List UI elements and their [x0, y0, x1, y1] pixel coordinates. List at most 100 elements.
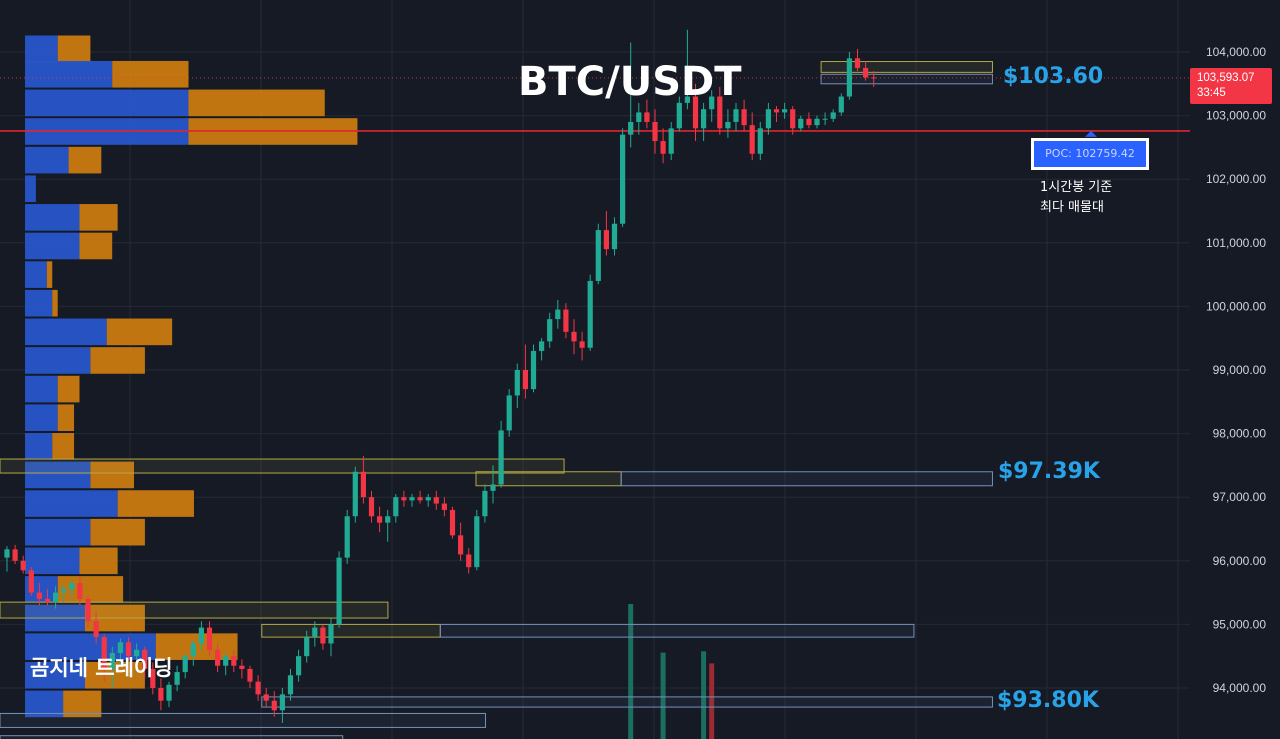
candle-body	[652, 121, 658, 142]
support-zone	[620, 471, 993, 487]
poc-annotation: 1시간봉 기준 최다 매물대	[1040, 178, 1150, 218]
candle-body	[636, 112, 642, 122]
candle-body	[417, 497, 423, 501]
volume-profile-sell	[52, 289, 58, 317]
volume-bar	[660, 652, 666, 739]
candle-body	[247, 668, 253, 682]
level-label-97-39k: $97.39K	[998, 459, 1100, 485]
volume-profile-sell	[112, 60, 189, 88]
candle-body	[182, 656, 188, 673]
candle-body	[441, 503, 447, 510]
candle-body	[409, 497, 415, 501]
poc-pointer-icon	[1085, 130, 1097, 137]
candle-body	[328, 624, 334, 644]
candle-countdown: 33:45	[1197, 87, 1226, 99]
candle-body	[571, 331, 577, 342]
candle-body	[150, 668, 156, 688]
candle-body	[304, 637, 310, 657]
candle-body	[206, 627, 213, 650]
support-zone	[820, 73, 993, 85]
resistance-zone	[261, 623, 441, 638]
candle-body	[830, 112, 836, 119]
candle-body	[425, 497, 431, 501]
candle-body	[668, 128, 674, 154]
y-tick-label: 103,000.00	[1206, 109, 1266, 123]
volume-profile-sell	[79, 204, 118, 231]
volume-profile-buy	[25, 204, 80, 231]
candle-body	[498, 430, 504, 485]
candle-body	[36, 592, 42, 599]
candle-body	[749, 125, 755, 154]
candle-body	[579, 341, 585, 348]
candle-body	[223, 656, 229, 666]
candle-body	[28, 570, 34, 593]
volume-profile-sell	[46, 261, 53, 288]
candle-body	[854, 58, 861, 68]
candle-body	[611, 223, 618, 250]
volume-bar	[628, 604, 634, 739]
resistance-zone	[0, 458, 565, 474]
volume-profile-buy	[25, 60, 113, 88]
y-tick-label: 97,000.00	[1213, 490, 1267, 504]
y-tick-label: 95,000.00	[1213, 617, 1267, 631]
volume-profile-buy	[25, 547, 80, 575]
candle-body	[490, 484, 496, 491]
resistance-zone	[475, 471, 622, 487]
candle-body	[692, 96, 699, 129]
volume-profile-sell	[90, 347, 145, 374]
candle-body	[587, 280, 593, 348]
volume-profile-buy	[25, 175, 36, 203]
volume-profile-buy	[25, 518, 91, 546]
poc-label: POC: 102759.42	[1031, 138, 1149, 170]
candle-body	[717, 96, 723, 129]
level-label-93-80k: $93.80K	[997, 687, 1099, 713]
candle-body	[547, 319, 553, 342]
volume-bar	[709, 663, 715, 739]
volume-profile-sell	[63, 690, 102, 718]
candle-body	[215, 649, 221, 666]
candle-body	[765, 109, 771, 129]
candle-body	[368, 497, 375, 517]
poc-note-line2: 최다 매물대	[1040, 200, 1104, 215]
volume-profile-sell	[52, 433, 75, 460]
volume-profile-buy	[25, 690, 64, 718]
volume-profile-sell	[57, 35, 91, 63]
candle-body	[676, 102, 682, 129]
volume-profile-buy	[25, 347, 91, 374]
candle-body	[174, 672, 180, 685]
candle-body	[336, 557, 342, 625]
candle-body	[77, 583, 83, 599]
candle-body	[158, 688, 164, 701]
candle-body	[360, 471, 366, 498]
candle-body	[312, 627, 318, 638]
candle-body	[806, 118, 812, 126]
y-tick-label: 104,000.00	[1206, 45, 1266, 59]
volume-profile-buy	[25, 318, 107, 346]
candle-body	[563, 309, 569, 332]
volume-profile-buy	[25, 289, 53, 317]
candle-body	[85, 598, 91, 622]
candle-body	[198, 627, 204, 644]
volume-profile-buy	[25, 375, 58, 403]
y-tick-label: 98,000.00	[1213, 427, 1267, 441]
candle-body	[644, 112, 650, 122]
candle-body	[53, 592, 59, 603]
candle-body	[530, 350, 537, 390]
candle-body	[239, 665, 245, 669]
watermark: 곰지네 트레이딩	[30, 656, 173, 680]
candle-body	[846, 58, 852, 97]
candle-body	[741, 109, 747, 126]
candle-body	[190, 643, 196, 657]
candle-body	[871, 77, 877, 79]
support-zone	[439, 623, 915, 638]
candle-body	[142, 649, 148, 669]
candle-body	[320, 627, 326, 644]
candle-body	[134, 649, 140, 657]
volume-profile-buy	[25, 433, 53, 460]
volume-profile-buy	[25, 661, 85, 689]
y-tick-label: 96,000.00	[1213, 554, 1267, 568]
candle-body	[773, 109, 780, 113]
y-tick-label: 99,000.00	[1213, 363, 1267, 377]
